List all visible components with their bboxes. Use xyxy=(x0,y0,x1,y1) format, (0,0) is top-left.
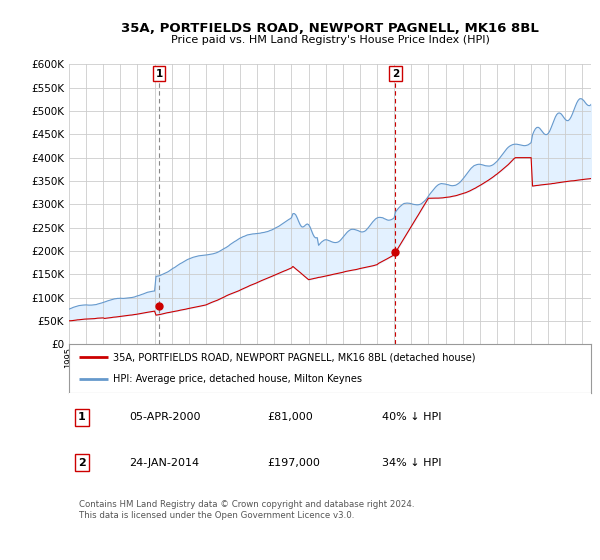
Text: £81,000: £81,000 xyxy=(268,412,313,422)
Text: 05-APR-2000: 05-APR-2000 xyxy=(129,412,200,422)
Text: 2: 2 xyxy=(392,68,399,78)
Text: Contains HM Land Registry data © Crown copyright and database right 2024.
This d: Contains HM Land Registry data © Crown c… xyxy=(79,500,415,520)
Text: 2: 2 xyxy=(78,458,86,468)
Text: Price paid vs. HM Land Registry's House Price Index (HPI): Price paid vs. HM Land Registry's House … xyxy=(170,35,490,45)
Text: HPI: Average price, detached house, Milton Keynes: HPI: Average price, detached house, Milt… xyxy=(113,375,362,385)
Text: 35A, PORTFIELDS ROAD, NEWPORT PAGNELL, MK16 8BL: 35A, PORTFIELDS ROAD, NEWPORT PAGNELL, M… xyxy=(121,22,539,35)
Text: 35A, PORTFIELDS ROAD, NEWPORT PAGNELL, MK16 8BL (detached house): 35A, PORTFIELDS ROAD, NEWPORT PAGNELL, M… xyxy=(113,352,476,362)
Text: 24-JAN-2014: 24-JAN-2014 xyxy=(129,458,199,468)
Text: 1: 1 xyxy=(78,412,86,422)
Text: 40% ↓ HPI: 40% ↓ HPI xyxy=(382,412,442,422)
Text: £197,000: £197,000 xyxy=(268,458,320,468)
Text: 1: 1 xyxy=(155,68,163,78)
Text: 34% ↓ HPI: 34% ↓ HPI xyxy=(382,458,442,468)
